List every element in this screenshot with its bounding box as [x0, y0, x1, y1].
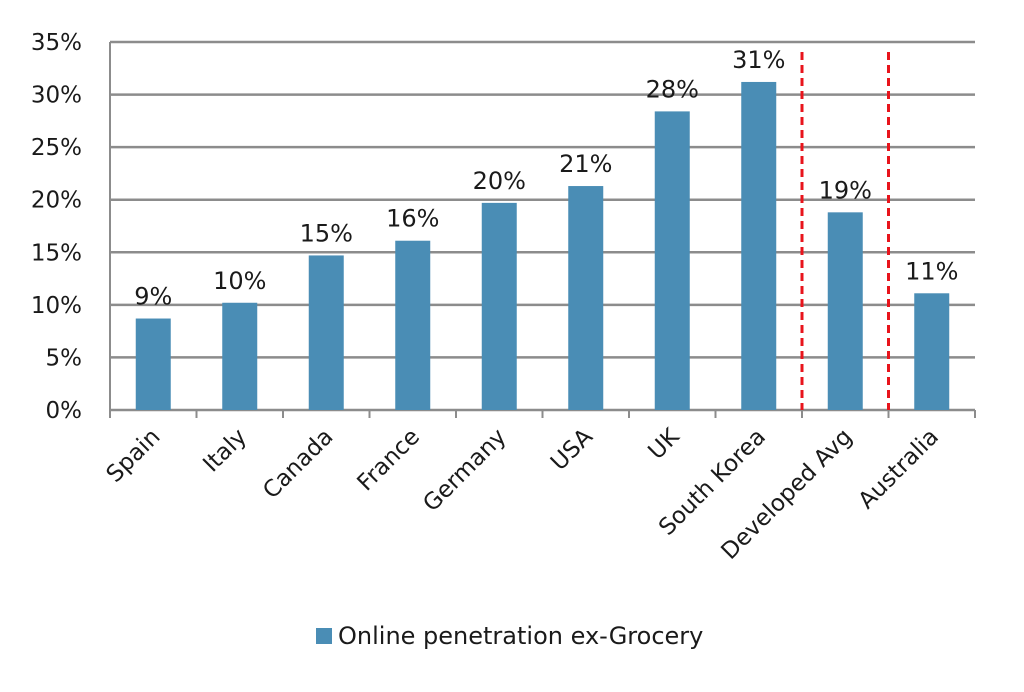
data-label: 21%	[559, 150, 612, 178]
legend-swatch	[316, 628, 332, 644]
data-label: 10%	[213, 267, 266, 295]
data-label: 9%	[134, 283, 172, 311]
x-tick-label: Spain	[102, 424, 166, 488]
data-label: 11%	[905, 257, 958, 285]
data-label: 31%	[732, 46, 785, 74]
y-tick-label: 35%	[31, 30, 82, 56]
x-tick-label: USA	[546, 424, 598, 476]
bar	[395, 240, 431, 410]
y-tick-label: 0%	[46, 398, 83, 424]
data-labels: 9% 10% 15% 16% 20% 21% 28% 31% 19% 11%	[134, 46, 958, 311]
y-tick-label: 5%	[46, 345, 83, 371]
bar	[308, 255, 344, 410]
legend: Online penetration ex-Grocery	[316, 622, 703, 650]
bar	[481, 202, 517, 410]
x-tick-label: Germany	[418, 424, 511, 517]
separator-lines	[800, 52, 890, 410]
x-tick-label: Canada	[258, 424, 338, 504]
x-tick-label: Italy	[198, 424, 252, 478]
bar	[135, 318, 171, 410]
bar	[568, 186, 604, 410]
x-tick-label: Australia	[854, 424, 944, 514]
x-tick-label: France	[353, 424, 425, 496]
legend-label: Online penetration ex-Grocery	[338, 622, 704, 650]
y-tick-label: 25%	[31, 135, 82, 161]
y-tick-label: 30%	[31, 83, 82, 109]
y-tick-label: 10%	[31, 293, 82, 319]
bar	[914, 293, 950, 410]
data-label: 16%	[386, 205, 439, 233]
data-label: 19%	[819, 176, 872, 204]
y-tick-label: 20%	[31, 188, 82, 214]
bar	[741, 81, 777, 410]
y-tick-label: 15%	[31, 240, 82, 266]
y-axis-tick-labels: 0% 5% 10% 15% 20% 25% 30% 35%	[31, 30, 82, 424]
data-label: 28%	[646, 75, 699, 103]
x-tick-label: UK	[644, 423, 686, 465]
data-label: 20%	[473, 167, 526, 195]
bar	[827, 212, 863, 410]
bar	[654, 111, 690, 410]
bar	[222, 302, 258, 410]
bars	[135, 81, 950, 410]
data-label: 15%	[300, 219, 353, 247]
